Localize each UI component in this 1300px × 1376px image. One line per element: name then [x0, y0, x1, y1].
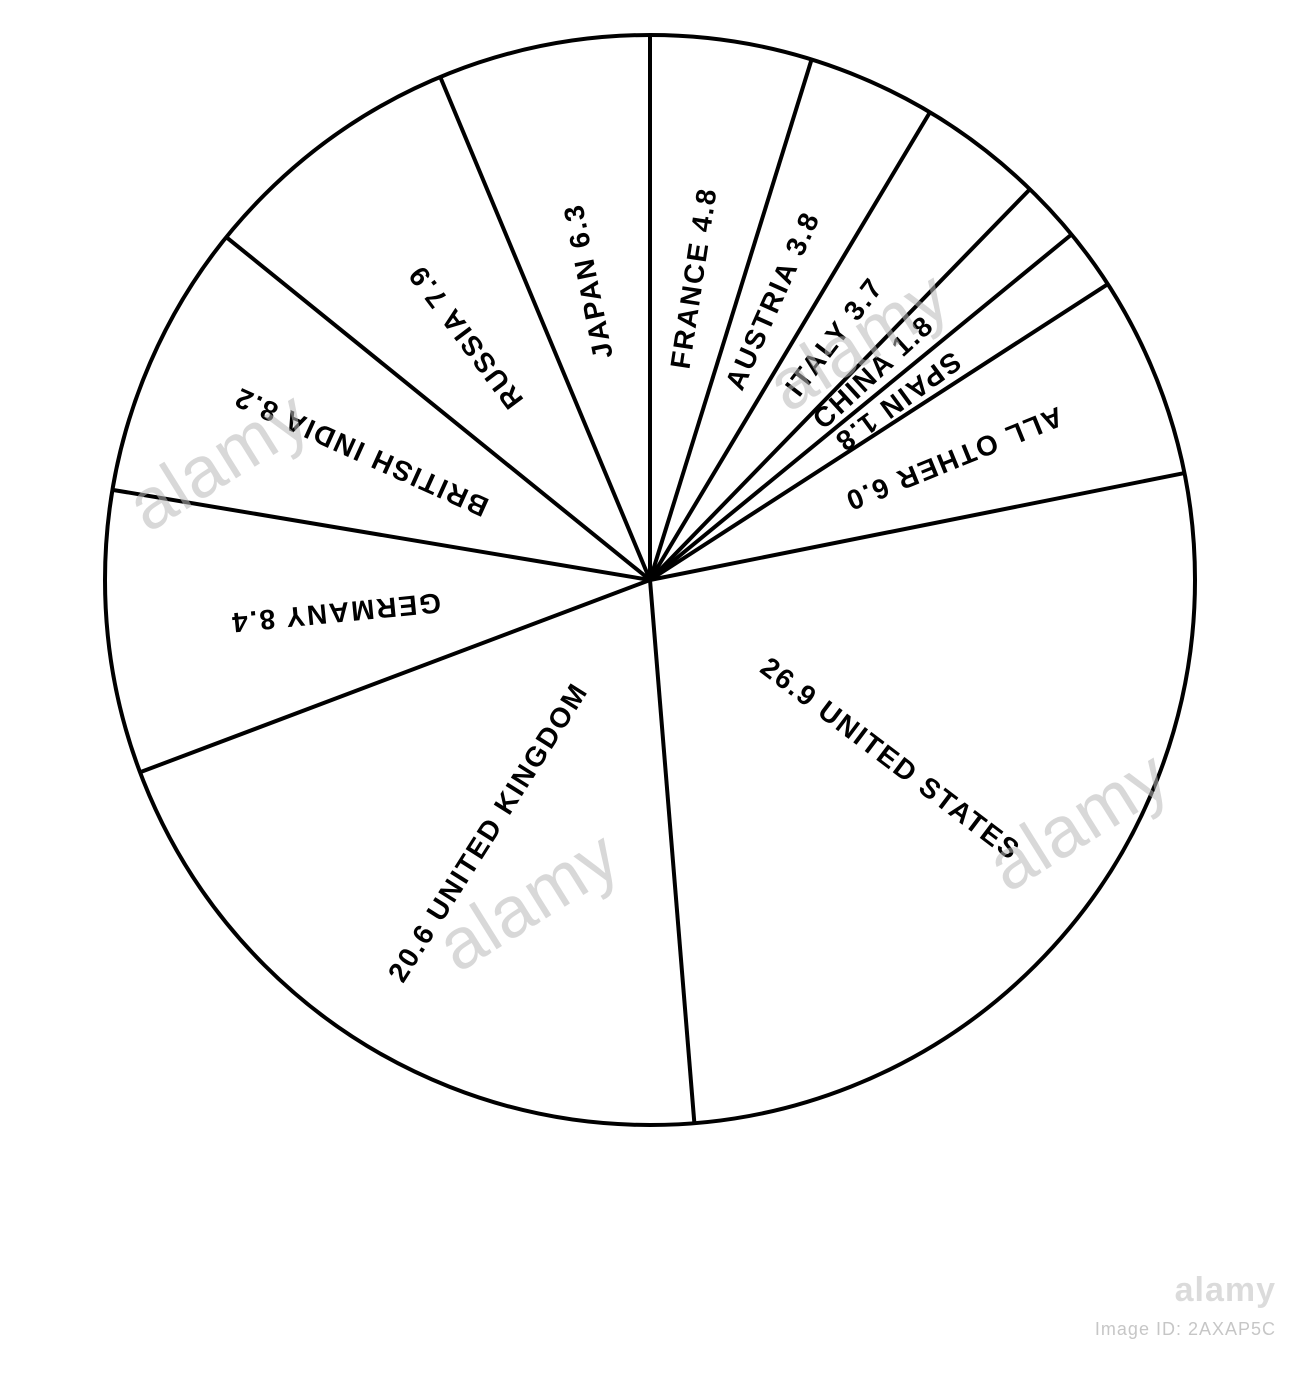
- chart-container: FRANCE 4.8AUSTRIA 3.8ITALY 3.7CHINA 1.8S…: [0, 0, 1300, 1376]
- pie-chart: FRANCE 4.8AUSTRIA 3.8ITALY 3.7CHINA 1.8S…: [0, 0, 1300, 1376]
